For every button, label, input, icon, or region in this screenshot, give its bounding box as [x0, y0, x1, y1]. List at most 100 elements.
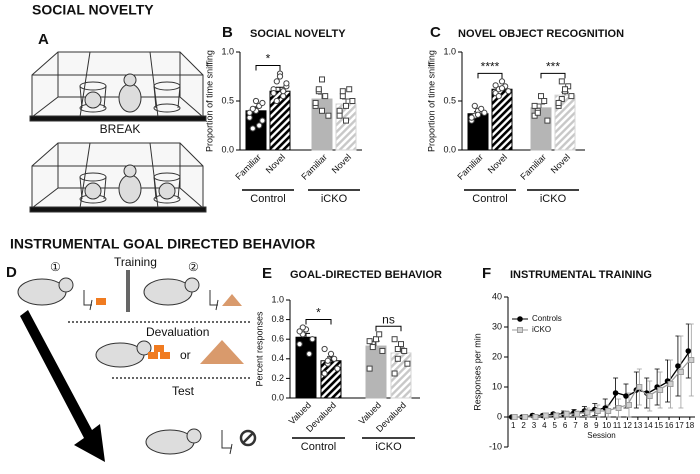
- data-point: [558, 78, 565, 85]
- chart-title: INSTRUMENTAL TRAINING: [510, 269, 652, 281]
- x-tick-label: 7: [573, 421, 578, 430]
- x-tick-label: 16: [665, 421, 674, 430]
- data-point: [343, 102, 349, 109]
- data-point: [531, 102, 538, 109]
- data-point: [346, 86, 353, 93]
- data-point: [283, 80, 290, 87]
- data-point: [481, 109, 488, 116]
- data-point: [562, 86, 568, 93]
- y-tick-label: 0.5: [443, 95, 456, 105]
- chart-title: SOCIAL NOVELTY: [250, 28, 346, 40]
- data-point: [315, 86, 322, 93]
- y-tick-label: 1.0: [271, 294, 284, 304]
- marker: [675, 363, 681, 369]
- data-point: [339, 88, 346, 95]
- group-label: iCKO: [321, 193, 348, 205]
- data-point: [495, 93, 502, 100]
- or-label: or: [180, 348, 191, 362]
- marker: [625, 402, 632, 408]
- marker: [584, 409, 591, 416]
- panel-letter: E: [262, 265, 272, 282]
- y-tick-label: -10: [489, 441, 502, 451]
- y-tick-label: 0.5: [221, 95, 234, 105]
- y-tick-label: 1.0: [221, 46, 234, 56]
- group-label: iCKO: [375, 441, 402, 453]
- data-point: [259, 117, 266, 124]
- x-tick-label: 4: [542, 421, 547, 430]
- group-label: Control: [250, 193, 285, 205]
- cage-schematic: [29, 51, 207, 213]
- significance-bracket: [477, 72, 503, 79]
- chart-title: NOVEL OBJECT RECOGNITION: [458, 28, 624, 40]
- data-point: [336, 112, 343, 119]
- marker: [511, 414, 518, 420]
- x-tick-label: 14: [644, 421, 653, 430]
- significance-bracket: [255, 65, 281, 71]
- x-tick-label: 1: [511, 421, 516, 430]
- data-point: [252, 97, 260, 105]
- marker: [688, 357, 695, 363]
- data-point: [309, 336, 316, 343]
- test-label: Test: [172, 384, 195, 398]
- y-tick-label: 1.0: [443, 46, 456, 56]
- data-point: [319, 107, 325, 114]
- x-tick-label: 17: [675, 421, 684, 430]
- data-point: [246, 109, 253, 116]
- y-tick-label: 0.4: [271, 353, 284, 363]
- data-point: [249, 105, 256, 112]
- data-point: [327, 350, 335, 357]
- panel-letter: F: [482, 265, 491, 282]
- break-label: BREAK: [100, 122, 141, 136]
- step-label: ②: [188, 260, 199, 274]
- x-tick-label: 6: [563, 421, 568, 430]
- data-point: [478, 105, 485, 112]
- data-point: [471, 102, 478, 110]
- x-tick-label: 13: [633, 421, 642, 430]
- data-point: [568, 93, 575, 100]
- data-point: [312, 99, 319, 106]
- panel-letter: D: [6, 264, 17, 281]
- marker: [667, 381, 674, 387]
- data-point: [273, 97, 280, 105]
- data-point: [349, 98, 356, 104]
- data-point: [276, 73, 284, 80]
- y-axis-label: Proportion of time sniffing: [204, 50, 214, 152]
- training-label: Training: [114, 255, 157, 269]
- marker: [685, 348, 692, 354]
- y-tick-label: 0.0: [271, 392, 284, 402]
- significance-bracket: [305, 318, 332, 325]
- data-point: [474, 111, 482, 118]
- significance-label: ns: [382, 312, 395, 326]
- marker: [677, 369, 684, 375]
- x-tick-label: 15: [654, 421, 663, 430]
- data-point: [343, 117, 349, 124]
- data-point: [404, 360, 411, 367]
- x-tick-label: 11: [613, 421, 622, 430]
- y-tick-label: 0.8: [271, 314, 284, 324]
- data-point: [270, 90, 277, 97]
- data-point: [296, 341, 303, 348]
- y-tick-label: 0.6: [271, 334, 284, 344]
- legend-label: iCKO: [532, 325, 551, 334]
- marker: [553, 412, 560, 419]
- data-point: [534, 109, 541, 116]
- significance-label: ***: [546, 60, 560, 74]
- data-point: [369, 344, 376, 351]
- panel-letter: C: [430, 24, 441, 41]
- data-point: [505, 88, 512, 95]
- data-point: [296, 328, 303, 335]
- group-label: iCKO: [540, 193, 567, 205]
- data-point: [322, 93, 329, 100]
- marker: [542, 412, 549, 419]
- significance-label: *: [266, 52, 271, 66]
- data-point: [394, 346, 401, 352]
- y-tick-label: 10: [492, 381, 502, 391]
- data-point: [366, 338, 373, 345]
- data-point: [391, 336, 398, 343]
- data-point: [324, 357, 331, 364]
- section-title: SOCIAL NOVELTY: [32, 2, 154, 18]
- data-point: [273, 78, 280, 85]
- data-point: [498, 85, 506, 92]
- marker: [636, 384, 643, 390]
